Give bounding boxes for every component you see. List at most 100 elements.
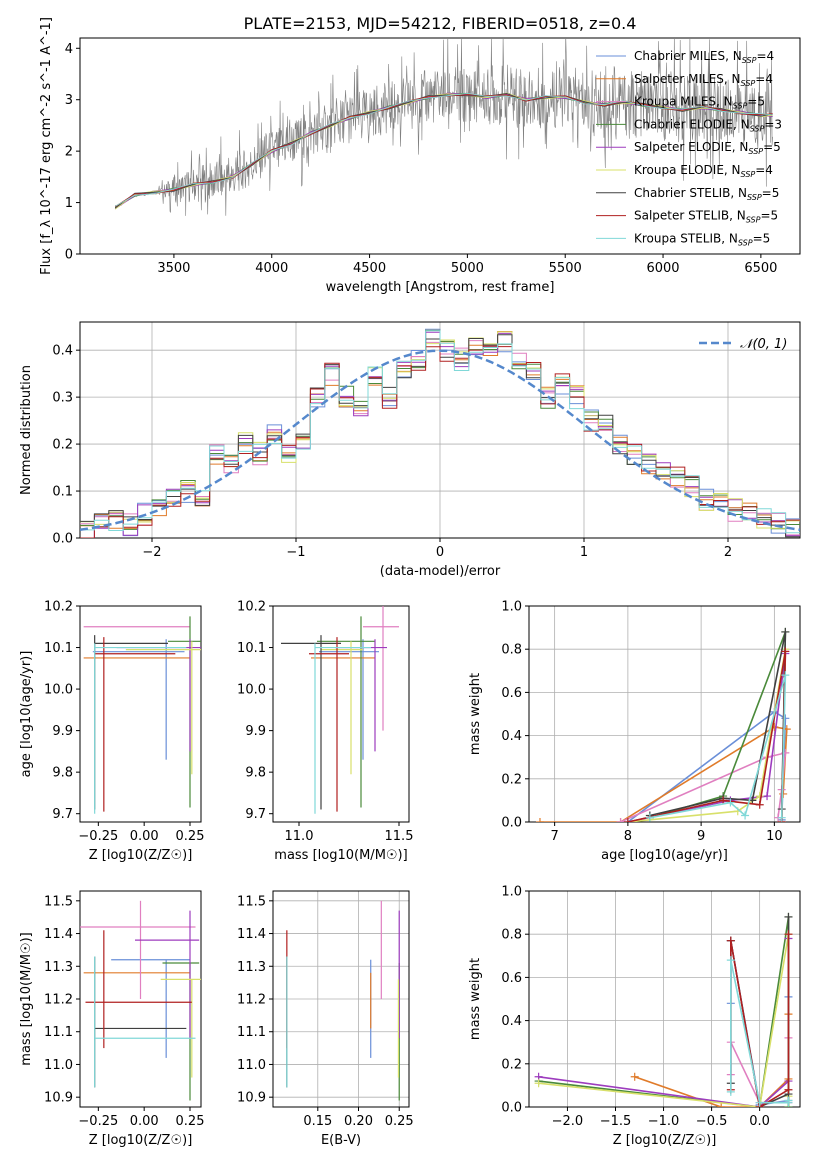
- y-tick-label: 11.0: [237, 1058, 266, 1073]
- y-tick-label: 11.5: [44, 894, 73, 909]
- weight-marker: [726, 1087, 735, 1096]
- x-tick-label: 0: [436, 545, 444, 560]
- x-tick-label: 11.0: [285, 829, 314, 844]
- x-tick-label: 5000: [451, 261, 484, 276]
- weight-marker: [645, 813, 654, 822]
- x-tick-label: 0.00: [130, 1114, 159, 1129]
- y-tick-label: 0.8: [501, 928, 522, 943]
- y-tick-label: 9.9: [52, 724, 73, 739]
- y-axis-label: Normed distribution: [19, 365, 34, 495]
- y-tick-label: 11.3: [237, 960, 266, 975]
- y-tick-label: 0.3: [52, 391, 73, 406]
- weight-line: [649, 631, 787, 822]
- x-tick-label: 0.25: [385, 1114, 414, 1129]
- y-tick-label: 9.8: [52, 766, 73, 781]
- x-tick-label: −2: [142, 545, 161, 560]
- plot-area: [80, 900, 201, 1101]
- legend-label: Kroupa STELIB, NSSP=5: [634, 231, 770, 247]
- y-tick-label: 10.9: [237, 1091, 266, 1106]
- x-tick-label: 6500: [744, 261, 777, 276]
- chart-weight-vs-Z: −2.0 −1.5 −1.0 −0.5 0.0 0.0 0.2 0.4 0.6 0.8 1.0 Z […: [468, 885, 801, 1148]
- plot-area: [535, 627, 791, 822]
- x-tick-label: 0.00: [130, 829, 159, 844]
- axes-frame: [79, 321, 801, 539]
- weight-line: [627, 651, 787, 822]
- histogram-step: [80, 330, 800, 534]
- x-tick-label: 0.15: [303, 1114, 332, 1129]
- weight-marker: [781, 647, 790, 656]
- chart-age-vs-mass: 11.0 11.5 9.7 9.8 9.9 10.0 10.1 10.2 mass [log10…: [237, 600, 413, 864]
- x-tick-label: 9: [697, 829, 705, 844]
- weight-marker: [616, 818, 625, 822]
- y-tick-label: 11.2: [44, 993, 73, 1008]
- weight-marker: [726, 798, 735, 807]
- y-tick-label: 4: [65, 42, 73, 57]
- weight-line: [540, 726, 788, 822]
- y-tick-label: 1.0: [501, 885, 522, 900]
- y-tick-label: 9.7: [52, 807, 73, 822]
- weight-marker: [741, 811, 750, 820]
- y-tick-label: 0.4: [501, 1014, 522, 1029]
- x-tick-label: 2: [724, 545, 732, 560]
- plot-area: [534, 912, 793, 1107]
- chart-mass-vs-ebv: 0.15 0.20 0.25 10.9 11.0 11.1 11.2 11.3 11.4 11.5…: [237, 890, 414, 1148]
- y-tick-label: 10.9: [44, 1091, 73, 1106]
- weight-marker: [623, 818, 632, 822]
- y-tick-label: 0.0: [501, 816, 522, 831]
- x-axis-label: Z [log10(Z/Z☉)]: [89, 848, 193, 863]
- normal-curve: [80, 349, 800, 532]
- y-tick-label: 10.2: [237, 600, 266, 615]
- y-tick-label: 1.0: [501, 600, 522, 615]
- x-tick-label: 4500: [353, 261, 386, 276]
- weight-marker: [755, 1098, 764, 1107]
- y-tick-label: 0.6: [501, 971, 522, 986]
- plot-area: [281, 606, 399, 814]
- x-axis-label: (data-model)/error: [380, 564, 501, 579]
- x-tick-label: −2.0: [552, 1114, 584, 1129]
- x-axis-label: wavelength [Angstrom, rest frame]: [326, 280, 555, 295]
- x-tick-label: 8: [624, 829, 632, 844]
- legend-label: Chabrier STELIB, NSSP=5: [634, 186, 779, 202]
- legend-label: Chabrier ELODIE, NSSP=3: [634, 117, 782, 133]
- y-tick-label: 11.2: [237, 993, 266, 1008]
- x-tick-label: −0.25: [78, 1114, 118, 1129]
- x-axis-label: Z [log10(Z/Z☉)]: [89, 1133, 193, 1148]
- axes-frame: [79, 890, 202, 1108]
- y-tick-label: 11.1: [237, 1025, 266, 1040]
- y-tick-label: 0.4: [52, 344, 73, 359]
- y-tick-label: 11.4: [44, 927, 73, 942]
- y-tick-label: 10.1: [237, 641, 266, 656]
- y-tick-label: 0.0: [501, 1101, 522, 1116]
- weight-marker: [777, 813, 786, 822]
- y-tick-label: 11.1: [44, 1025, 73, 1040]
- axes-frame: [79, 37, 801, 255]
- y-tick-label: 9.7: [245, 807, 266, 822]
- y-tick-label: 0.6: [501, 686, 522, 701]
- x-tick-label: 4000: [255, 261, 288, 276]
- y-tick-label: 11.4: [237, 927, 266, 942]
- legend-label: Salpeter MILES, NSSP=4: [634, 72, 773, 88]
- y-tick-label: 0.4: [501, 729, 522, 744]
- weight-marker: [755, 800, 764, 809]
- chart-age-vs-Z: −0.25 0.00 0.25 9.7 9.8 9.9 10.0 10.1 10.2 Z [log…: [19, 600, 204, 864]
- weight-marker: [717, 1103, 726, 1107]
- x-tick-label: 0.25: [176, 1114, 205, 1129]
- figure-title: PLATE=2153, MJD=54212, FIBERID=0518, z=0…: [244, 14, 637, 33]
- weight-marker: [784, 930, 793, 939]
- y-tick-label: 9.8: [245, 766, 266, 781]
- legend-label: 𝒩(0, 1): [740, 337, 787, 352]
- chart-spectrum: 3500 4000 4500 5000 5500 6000 6500 0 1 2 3 4 wavelen…: [39, 17, 801, 295]
- y-tick-label: 3: [65, 93, 73, 108]
- x-tick-label: 1: [580, 545, 588, 560]
- axes-frame: [272, 605, 410, 823]
- plot-area: [80, 328, 800, 538]
- y-tick-label: 11.3: [44, 960, 73, 975]
- legend-label: Salpeter ELODIE, NSSP=5: [634, 140, 781, 156]
- y-tick-label: 10.0: [237, 683, 266, 698]
- y-axis-label: Flux [f_λ 10^-17 erg cm^-2 s^-1 A^-1]: [39, 17, 54, 275]
- y-tick-label: 10.1: [44, 641, 73, 656]
- plot-area: [286, 900, 400, 1101]
- x-tick-label: −0.25: [78, 829, 118, 844]
- legend-label: Kroupa MILES, NSSP=5: [634, 95, 765, 111]
- x-tick-label: 3500: [157, 261, 190, 276]
